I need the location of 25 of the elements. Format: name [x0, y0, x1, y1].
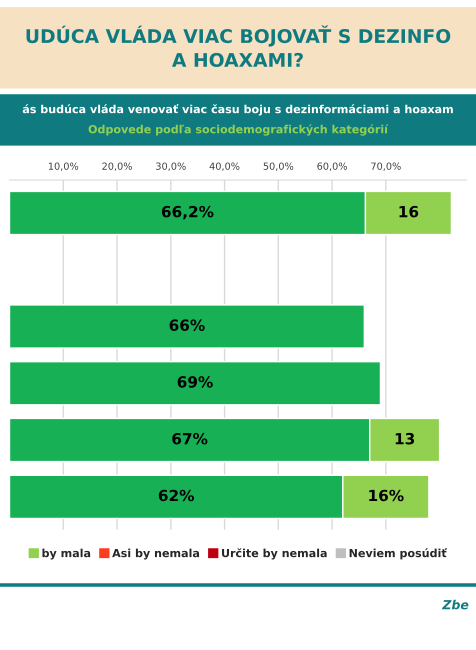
text: Odpovede podľa sociodemografických kategórií — [88, 124, 388, 136]
x-tick-label: 30,0% — [156, 162, 186, 171]
text: Zbe — [442, 600, 468, 610]
chart-subtitle: ás budúca vláda venovať viac času boju s dezinformáciami a hoaxam — [22, 104, 453, 116]
legend-label: Asi by nemala — [112, 548, 200, 560]
data-label: 13 — [396, 432, 414, 444]
data-label: 66% — [170, 319, 205, 331]
legend-label: Určite by nemala — [222, 548, 327, 560]
legend-label: Neviem posúdiť — [350, 548, 447, 560]
data-label: 62% — [158, 490, 194, 502]
data-label: 67% — [172, 432, 208, 444]
x-tick-label: 50,0% — [264, 162, 294, 171]
bar — [10, 304, 366, 349]
x-tick-label: 40,0% — [210, 162, 240, 171]
x-tick-label: 20,0% — [102, 162, 132, 171]
data-label: 69% — [178, 376, 213, 388]
x-tick-label: 10,0% — [48, 162, 78, 171]
legend-label: by mala — [42, 548, 90, 560]
x-tick-label: 70,0% — [371, 162, 401, 171]
data-label: 16 — [400, 206, 418, 218]
data-label: 16% — [369, 490, 404, 502]
x-tick-label: 60,0% — [317, 162, 347, 171]
bar — [10, 361, 382, 406]
data-label: 66,2% — [162, 206, 214, 220]
chart-title: UDÚCA VLÁDA VIAC BOJOVAŤ S DEZINFO A HOAXAMI? — [26, 25, 450, 68]
